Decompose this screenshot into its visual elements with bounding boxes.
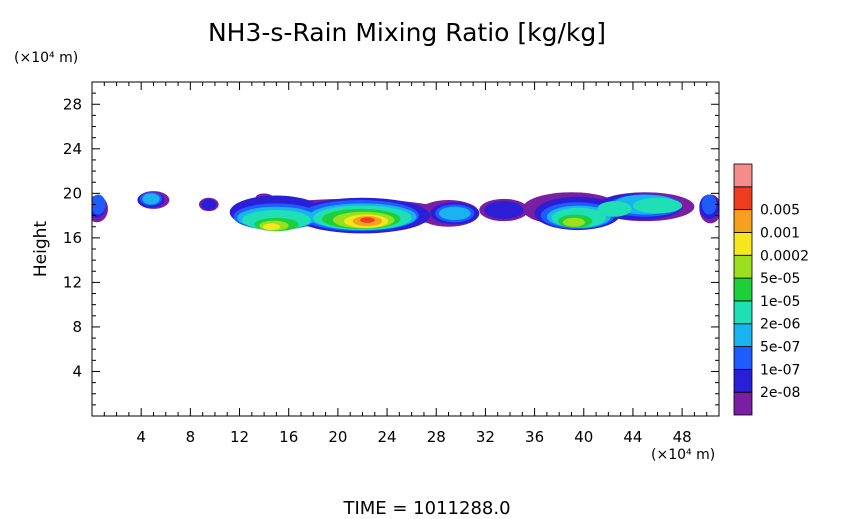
colorbar-swatch	[733, 209, 753, 233]
colorbar-label: 2e-06	[760, 317, 800, 333]
chart-title: NH3-s-Rain Mixing Ratio [kg/kg]	[208, 18, 606, 47]
colorbar-label: 2e-08	[760, 385, 800, 401]
time-label: TIME = 1011288.0	[342, 498, 510, 519]
colorbar-swatch	[733, 163, 753, 188]
x-tick-label: 40	[574, 428, 593, 446]
y-tick-label: 4	[72, 362, 82, 380]
x-axis-ticks: 4 8 12 16 20 24 28 32 36 40 44 48	[103, 82, 708, 446]
colorbar-label: 1e-07	[760, 362, 800, 378]
colorbar-swatch	[733, 254, 753, 279]
x-tick-label: 36	[525, 428, 544, 446]
y-tick-label: 16	[63, 229, 82, 247]
x-tick-label: 32	[476, 428, 495, 446]
colorbar: 2e-08 1e-07 5e-07 2e-06 1e-05 5e-05 0.0002 0.00…	[733, 163, 809, 416]
contour-level-9	[360, 217, 375, 223]
contour-blob	[597, 201, 632, 217]
y-axis-label: Height	[31, 221, 51, 278]
colorbar-swatch	[733, 300, 753, 325]
y-tick-label: 8	[72, 318, 82, 336]
colorbar-label: 0.001	[760, 225, 800, 241]
x-tick-label: 48	[673, 428, 692, 446]
colorbar-swatch	[733, 368, 753, 393]
contour-blob	[201, 198, 217, 211]
y-tick-label: 12	[63, 273, 82, 291]
y-tick-label: 28	[63, 95, 82, 113]
contour-blob	[262, 223, 281, 231]
contour-blob	[632, 197, 683, 214]
contour-blob	[701, 194, 717, 215]
x-tick-label: 4	[136, 428, 146, 446]
x-tick-label: 8	[186, 428, 196, 446]
plot-data-area	[92, 191, 719, 234]
y-tick-label: 20	[63, 184, 82, 202]
colorbar-swatch	[733, 391, 753, 416]
x-tick-label: 44	[623, 428, 642, 446]
colorbar-label: 0.005	[760, 203, 800, 219]
colorbar-label: 5e-05	[760, 271, 800, 287]
contour-blob	[360, 217, 375, 223]
colorbar-swatch	[733, 277, 753, 302]
x-tick-label: 28	[427, 428, 446, 446]
x-tick-label: 24	[378, 428, 397, 446]
colorbar-swatch	[733, 323, 753, 347]
contour-blob	[142, 193, 160, 205]
x-tick-label: 12	[230, 428, 249, 446]
x-tick-label: 20	[328, 428, 347, 446]
x-tick-label: 16	[279, 428, 298, 446]
colorbar-label: 0.0002	[760, 248, 809, 264]
y-tick-label: 24	[63, 140, 82, 158]
colorbar-label: 5e-07	[760, 340, 800, 356]
colorbar-label: 1e-05	[760, 294, 800, 310]
contour-blob	[92, 194, 106, 215]
colorbar-swatch	[733, 186, 753, 211]
y-axis-ticks: 4 8 12 16 20 24 28	[63, 92, 719, 406]
contour-blob	[438, 206, 471, 221]
colorbar-swatch	[733, 346, 753, 370]
x-axis-unit: (×10⁴ m)	[651, 447, 715, 463]
contour-blob	[484, 201, 524, 219]
y-axis-unit: (×10⁴ m)	[14, 50, 78, 66]
colorbar-swatch	[733, 232, 753, 256]
plot-frame	[91, 81, 720, 417]
contour-blob	[562, 217, 585, 227]
